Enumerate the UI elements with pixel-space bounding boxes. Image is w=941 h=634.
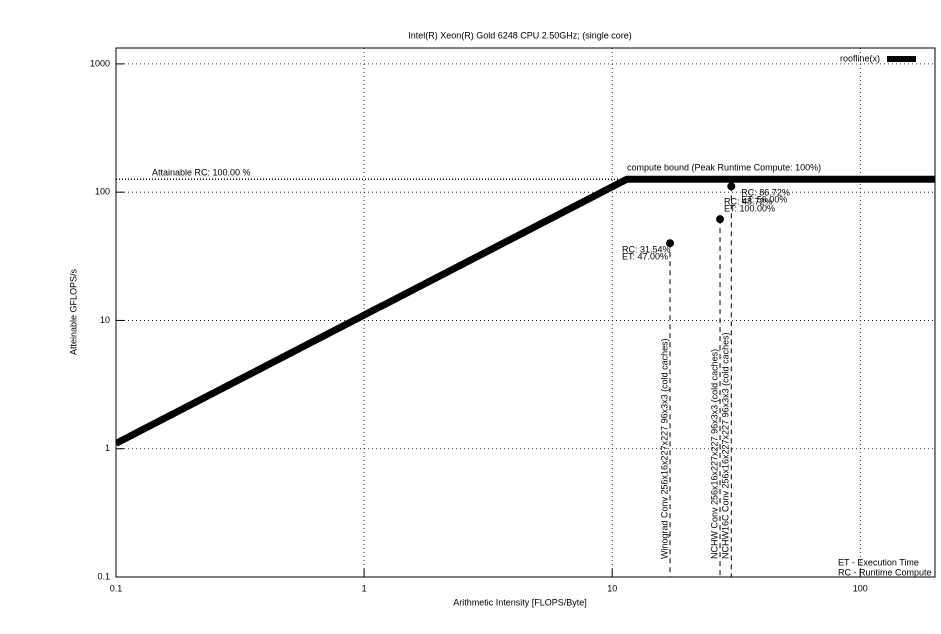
- y-tick-label: 0.1: [97, 571, 110, 581]
- y-tick-label: 10: [100, 315, 110, 325]
- x-tick-label: 1: [362, 583, 367, 593]
- y-axis-label: Atteinable GFLOPS/s: [68, 268, 78, 355]
- x-tick-label: 10: [607, 583, 617, 593]
- peak-label: Attainable RC: 100.00 %: [152, 168, 251, 178]
- kernel-label: NCHW Conv 256x16x227x227 96x3x3 (cold ca…: [709, 349, 719, 559]
- x-axis-label: Arithmetic Intensity [FLOPS/Byte]: [453, 597, 587, 607]
- kernel-label: Winograd Conv 256x16x227x227 96x3x3 (col…: [659, 338, 669, 559]
- compute-label: compute bound (Peak Runtime Compute: 100…: [627, 163, 821, 173]
- kernel-point: [716, 215, 725, 224]
- chart-title: Intel(R) Xeon(R) Gold 6248 CPU 2.50GHz; …: [408, 30, 632, 40]
- roofline: [116, 175, 935, 447]
- rc-label: RC: 48.72%: [724, 197, 773, 207]
- rc-label: RC: 31.54%: [622, 245, 671, 255]
- et-label: ET: 56.00%: [741, 195, 787, 205]
- legend-label: roofline(x): [840, 53, 880, 63]
- kernel-label: NCHW16C Conv 256x16x227x227 96x3x3 (cold…: [721, 332, 731, 559]
- et-label: ET: 47.00%: [622, 252, 668, 262]
- kernel-point: [666, 239, 675, 248]
- y-tick-label: 100: [95, 187, 110, 197]
- y-tick-label: 1000: [90, 58, 110, 68]
- note: RC - Runtime Compute: [838, 567, 932, 577]
- y-tick-label: 1: [105, 443, 110, 453]
- rc-label: RC: 86.72%: [741, 188, 790, 198]
- x-tick-label: 100: [853, 583, 868, 593]
- kernel-point: [727, 182, 736, 191]
- note: ET - Execution Time: [838, 557, 919, 567]
- et-label: ET: 100.00%: [724, 204, 775, 214]
- x-tick-label: 0.1: [110, 583, 123, 593]
